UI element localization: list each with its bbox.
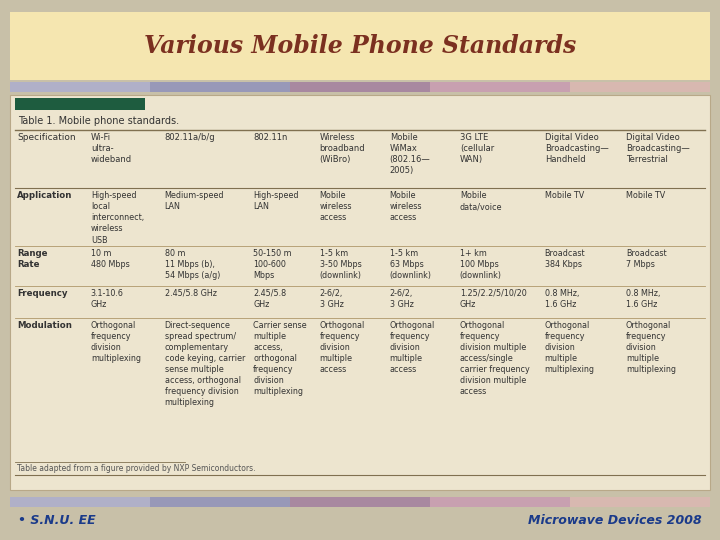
Text: Carrier sense
multiple
access,
orthogonal
frequency
division
multiplexing: Carrier sense multiple access, orthogona… [253, 321, 307, 396]
Text: Digital Video
Broadcasting—
Terrestrial: Digital Video Broadcasting— Terrestrial [626, 133, 690, 164]
Bar [430, 82, 570, 92]
Text: Mobile
data/voice: Mobile data/voice [460, 191, 503, 211]
Text: Orthogonal
frequency
division
multiple
access: Orthogonal frequency division multiple a… [320, 321, 365, 374]
Bar [150, 82, 290, 92]
Text: High-speed
LAN: High-speed LAN [253, 191, 299, 211]
Text: 10 m
480 Mbps: 10 m 480 Mbps [91, 249, 130, 269]
Text: 2-6/2,
3 GHz: 2-6/2, 3 GHz [320, 288, 343, 309]
Text: 802.11a/b/g: 802.11a/b/g [165, 133, 215, 142]
Text: 3.1-10.6
GHz: 3.1-10.6 GHz [91, 288, 124, 309]
Text: Mobile
WiMax
(802.16—
2005): Mobile WiMax (802.16— 2005) [390, 133, 431, 176]
Text: • S.N.U. EE: • S.N.U. EE [18, 514, 96, 526]
Text: Specification: Specification [17, 133, 76, 142]
Text: Direct-sequence
spread spectrum/
complementary
code keying, carrier
sense multip: Direct-sequence spread spectrum/ complem… [165, 321, 245, 407]
Text: Mobile
wireless
access: Mobile wireless access [390, 191, 422, 222]
Bar [15, 98, 145, 110]
Text: 50-150 m
100-600
Mbps: 50-150 m 100-600 Mbps [253, 249, 292, 280]
Text: Modulation: Modulation [17, 321, 72, 329]
Bar [150, 497, 290, 507]
Text: 1.25/2.2/5/10/20
GHz: 1.25/2.2/5/10/20 GHz [460, 288, 526, 309]
Text: 1-5 km
63 Mbps
(downlink): 1-5 km 63 Mbps (downlink) [390, 249, 432, 280]
Text: Microwave Devices 2008: Microwave Devices 2008 [528, 514, 702, 526]
Text: Orthogonal
frequency
division
multiple
multiplexing: Orthogonal frequency division multiple m… [544, 321, 595, 374]
Text: Orthogonal
frequency
division
multiplexing: Orthogonal frequency division multiplexi… [91, 321, 141, 363]
Text: 1+ km
100 Mbps
(downlink): 1+ km 100 Mbps (downlink) [460, 249, 502, 280]
Text: Mobile TV: Mobile TV [544, 191, 584, 200]
Text: Broadcast
7 Mbps: Broadcast 7 Mbps [626, 249, 667, 269]
Bar [570, 497, 710, 507]
Text: Orthogonal
frequency
division
multiple
multiplexing: Orthogonal frequency division multiple m… [626, 321, 676, 374]
Text: 0.8 MHz,
1.6 GHz: 0.8 MHz, 1.6 GHz [626, 288, 660, 309]
Bar [570, 82, 710, 92]
Text: Application: Application [17, 191, 73, 200]
Text: 80 m
11 Mbps (b),
54 Mbps (a/g): 80 m 11 Mbps (b), 54 Mbps (a/g) [165, 249, 220, 280]
Text: Medium-speed
LAN: Medium-speed LAN [165, 191, 224, 211]
Text: Table adapted from a figure provided by NXP Semiconductors.: Table adapted from a figure provided by … [17, 464, 256, 473]
Bar [430, 497, 570, 507]
Text: High-speed
local
interconnect,
wireless
USB: High-speed local interconnect, wireless … [91, 191, 144, 245]
Text: Mobile TV: Mobile TV [626, 191, 665, 200]
Bar [10, 95, 710, 490]
Bar [10, 12, 710, 80]
Text: Orthogonal
frequency
division multiple
access/single
carrier frequency
division : Orthogonal frequency division multiple a… [460, 321, 529, 396]
Bar [10, 82, 150, 92]
Text: 3G LTE
(cellular
WAN): 3G LTE (cellular WAN) [460, 133, 494, 164]
Bar [290, 82, 430, 92]
Text: Range
Rate: Range Rate [17, 249, 48, 269]
Bar [290, 497, 430, 507]
Text: Digital Video
Broadcasting—
Handheld: Digital Video Broadcasting— Handheld [544, 133, 608, 164]
Text: Mobile
wireless
access: Mobile wireless access [320, 191, 352, 222]
Text: Various Mobile Phone Standards: Various Mobile Phone Standards [144, 34, 576, 58]
Text: Table 1. Mobile phone standards.: Table 1. Mobile phone standards. [18, 116, 179, 126]
Text: 2.45/5.8 GHz: 2.45/5.8 GHz [165, 288, 217, 298]
Text: Frequency: Frequency [17, 288, 68, 298]
Text: 1-5 km
3-50 Mbps
(downlink): 1-5 km 3-50 Mbps (downlink) [320, 249, 361, 280]
Text: 802.11n: 802.11n [253, 133, 287, 142]
Text: Orthogonal
frequency
division
multiple
access: Orthogonal frequency division multiple a… [390, 321, 435, 374]
Text: Wireless
broadband
(WiBro): Wireless broadband (WiBro) [320, 133, 365, 164]
Text: 2-6/2,
3 GHz: 2-6/2, 3 GHz [390, 288, 413, 309]
Text: Wi-Fi
ultra-
wideband: Wi-Fi ultra- wideband [91, 133, 132, 164]
Text: 0.8 MHz,
1.6 GHz: 0.8 MHz, 1.6 GHz [544, 288, 579, 309]
Bar [10, 497, 150, 507]
Text: Broadcast
384 Kbps: Broadcast 384 Kbps [544, 249, 585, 269]
Text: 2.45/5.8
GHz: 2.45/5.8 GHz [253, 288, 287, 309]
